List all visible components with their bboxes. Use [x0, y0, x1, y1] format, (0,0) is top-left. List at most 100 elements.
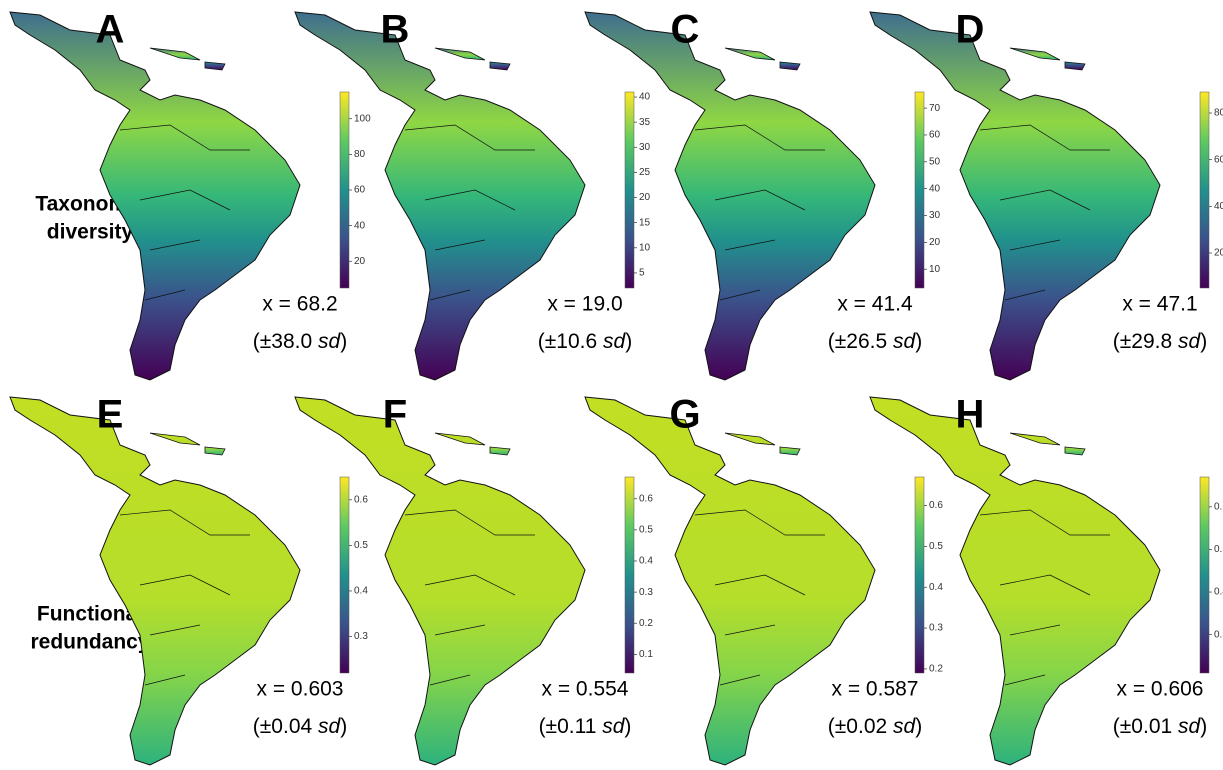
sd-part: ): [340, 330, 347, 353]
mean-text: x = 47.1: [1122, 293, 1197, 316]
colorbar-tick-label: 20: [639, 192, 651, 203]
colorbar-tick-label: 0.6: [639, 493, 653, 504]
sd-part: sd: [602, 715, 626, 738]
sd-part: sd: [1178, 715, 1202, 738]
sd-part: ): [915, 715, 922, 738]
colorbar-tick-label: 40: [929, 183, 941, 194]
row-label: redundancy: [30, 631, 149, 654]
sd-part: sd: [318, 330, 342, 353]
colorbar-tick-label: 20: [1214, 248, 1223, 259]
colorbar-tick-label: 0.5: [639, 525, 653, 536]
sd-part: ): [340, 715, 347, 738]
colorbar-tick-label: 10: [639, 242, 651, 253]
panel: G 0.2 0.3 0.4 0.5 0.6 x = 0.587 (±0.02 sd): [585, 393, 943, 765]
sd-text: (±0.01 sd): [1113, 715, 1207, 738]
colorbar-tick-label: 0.6: [1214, 501, 1223, 512]
colorbar-tick-label: 0.3: [354, 631, 368, 642]
colorbar: [915, 477, 924, 673]
map: [295, 397, 585, 765]
colorbar: [340, 92, 349, 288]
figure: TaxonomicdiversityFunctionalredundancyA2…: [0, 0, 1223, 770]
mean-text: x = 0.606: [1117, 678, 1204, 701]
colorbar-tick-label: 15: [639, 217, 651, 228]
sd-part: (±0.11: [539, 715, 603, 738]
colorbar-tick-label: 60: [929, 130, 941, 141]
sd-text: (±0.02 sd): [828, 715, 922, 738]
colorbar: [915, 92, 924, 288]
sd-part: (±38.0: [253, 330, 318, 353]
panel-letter: C: [671, 8, 700, 52]
sd-part: sd: [893, 330, 917, 353]
panel-letter: G: [669, 393, 700, 437]
colorbar-tick-label: 20: [929, 237, 941, 248]
colorbar: [340, 477, 349, 673]
colorbar-tick-label: 40: [639, 92, 651, 103]
colorbar-tick-label: 100: [354, 113, 371, 124]
colorbar-tick-label: 25: [639, 167, 651, 178]
colorbar-tick-label: 0.4: [1214, 587, 1223, 598]
sd-part: (±0.02: [828, 715, 893, 738]
mean-text: x = 0.587: [832, 678, 919, 701]
sd-part: sd: [893, 715, 917, 738]
sd-part: (±26.5: [828, 330, 893, 353]
mean-text: x = 0.554: [542, 678, 629, 701]
colorbar: [1200, 92, 1209, 288]
colorbar-tick-label: 20: [354, 256, 366, 267]
colorbar-tick-label: 0.5: [354, 540, 368, 551]
colorbar-tick-label: 0.6: [929, 500, 943, 511]
panel-letter: A: [96, 8, 125, 52]
colorbar-tick-label: 0.3: [639, 587, 653, 598]
sd-part: ): [1200, 330, 1207, 353]
colorbar-tick-label: 0.4: [354, 586, 368, 597]
map: [10, 397, 300, 765]
colorbar-tick-label: 30: [639, 142, 651, 153]
sd-part: ): [915, 330, 922, 353]
panel-letter: F: [383, 393, 407, 437]
sd-text: (±26.5 sd): [828, 330, 922, 353]
panel-letter: E: [97, 393, 124, 437]
sd-text: (±29.8 sd): [1113, 330, 1207, 353]
map: [870, 12, 1160, 380]
colorbar: [1200, 477, 1209, 673]
sd-part: (±29.8: [1113, 330, 1178, 353]
panel: E 0.3 0.4 0.5 0.6 x = 0.603 (±0.04 sd): [10, 393, 368, 765]
colorbar-tick-label: 0.4: [929, 582, 943, 593]
colorbar-tick-label: 0.3: [929, 623, 943, 634]
colorbar-tick-label: 60: [1214, 154, 1223, 165]
mean-text: x = 68.2: [262, 293, 337, 316]
sd-part: (±10.6: [538, 330, 603, 353]
colorbar-tick-label: 40: [354, 220, 366, 231]
colorbar-tick-label: 0.2: [639, 618, 653, 629]
panel-letter: D: [956, 8, 985, 52]
colorbar-tick-label: 5: [639, 268, 645, 279]
colorbar-tick-label: 60: [354, 185, 366, 196]
sd-part: ): [1200, 715, 1207, 738]
sd-part: (±0.04: [253, 715, 318, 738]
mean-text: x = 0.603: [257, 678, 344, 701]
sd-part: sd: [1178, 330, 1202, 353]
colorbar: [625, 477, 634, 673]
sd-text: (±10.6 sd): [538, 330, 632, 353]
colorbar-tick-label: 0.2: [929, 664, 943, 675]
sd-part: (±0.01: [1113, 715, 1178, 738]
sd-part: sd: [603, 330, 627, 353]
colorbar-tick-label: 50: [929, 156, 941, 167]
map: [295, 12, 585, 380]
mean-text: x = 19.0: [547, 293, 622, 316]
colorbar-tick-label: 0.6: [354, 494, 368, 505]
map: [870, 397, 1160, 765]
sd-part: ): [624, 715, 631, 738]
sd-text: (±0.04 sd): [253, 715, 347, 738]
colorbar-tick-label: 40: [1214, 201, 1223, 212]
colorbar-tick-label: 0.4: [639, 556, 653, 567]
panel-letter: H: [956, 393, 985, 437]
sd-part: sd: [318, 715, 342, 738]
mean-text: x = 41.4: [837, 293, 913, 316]
colorbar-tick-label: 10: [929, 264, 941, 275]
panels: TaxonomicdiversityFunctionalredundancyA2…: [10, 8, 1223, 765]
colorbar-tick-label: 80: [1214, 108, 1223, 119]
colorbar-tick-label: 0.1: [639, 649, 653, 660]
colorbar-tick-label: 70: [929, 103, 941, 114]
panel-letter: B: [381, 8, 410, 52]
row-label: diversity: [47, 221, 134, 244]
